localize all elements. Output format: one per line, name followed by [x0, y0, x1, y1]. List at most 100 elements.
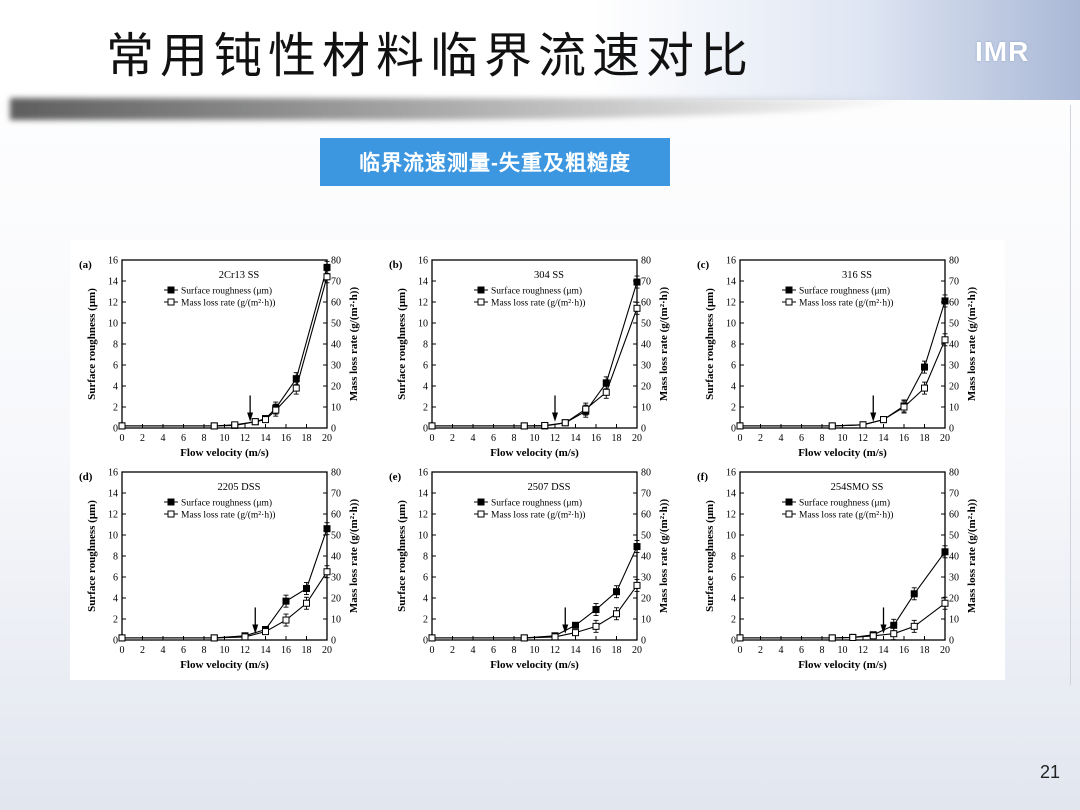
y2-tick-label: 50 [331, 531, 341, 542]
chart-panel-1: 0 2 4 6 8 10 12 14 16 18 2002468101214160102030405… [79, 256, 360, 460]
logo-text: IMR [975, 36, 1030, 67]
y2-tick-label: 20 [949, 594, 959, 605]
critical-velocity-arrowhead [247, 412, 254, 422]
y-tick-label: 14 [726, 489, 736, 500]
y-tick-label: 14 [108, 489, 118, 500]
y2-tick-label: 60 [331, 510, 341, 521]
y-tick-label: 14 [108, 277, 118, 288]
chart-grid-svg: 0 2 4 6 8 10 12 14 16 18 20 0 2 4 6 8 10 12 14 16 0 10 20 30 40 5… [79, 256, 978, 672]
mass-loss-point [428, 422, 436, 430]
y2-tick-label: 10 [641, 403, 651, 414]
x-tick-label: 20 [940, 645, 950, 656]
legend-marker [167, 286, 175, 294]
x-tick-label: 10 [220, 433, 230, 444]
y2-tick-label: 40 [641, 552, 651, 563]
roughness-point [910, 590, 918, 598]
plot-frame [121, 471, 328, 641]
y-tick-label: 16 [108, 468, 118, 479]
y-axis-label: Surface roughness (μm) [86, 288, 98, 400]
legend-label: Mass loss rate (g/(m²·h)) [491, 510, 585, 521]
x-tick-label: 12 [550, 645, 560, 656]
y-tick-label: 8 [731, 552, 736, 563]
roughness-point [282, 597, 290, 605]
roughness-series-line [740, 300, 946, 427]
page-number: 21 [1040, 762, 1061, 782]
y-tick-label: 12 [418, 298, 428, 309]
y-tick-label: 14 [726, 277, 736, 288]
y-tick-label: 12 [726, 510, 736, 521]
panel-label: (c) [697, 259, 710, 271]
y-tick-label: 10 [418, 319, 428, 330]
y2-tick-label: 40 [331, 340, 341, 351]
figure-panel-grid: 0 2 4 6 8 10 12 14 16 18 20 0 2 4 6 8 10 12 14 16 0 10 20 30 40 5… [70, 240, 1005, 680]
legend-label: Surface roughness (μm) [799, 286, 890, 297]
x-tick-label: 0 [430, 645, 435, 656]
legend-label: Surface roughness (μm) [181, 498, 272, 509]
x-tick-label: 18 [612, 645, 622, 656]
critical-velocity-arrowhead [562, 624, 569, 634]
roughness-point [941, 297, 949, 305]
y2-tick-label: 10 [949, 615, 959, 626]
x-tick-label: 10 [838, 645, 848, 656]
y2-tick-label: 20 [331, 382, 341, 393]
y2-tick-label: 0 [949, 424, 954, 435]
y2-tick-label: 30 [641, 573, 651, 584]
y2-tick-label: 60 [641, 510, 651, 521]
x-tick-label: 0 [120, 433, 125, 444]
y2-tick-label: 80 [331, 468, 341, 479]
y-tick-label: 8 [113, 552, 118, 563]
y-tick-label: 2 [113, 615, 118, 626]
y-axis-label: Surface roughness (μm) [704, 500, 716, 612]
y2-tick-label: 80 [331, 256, 341, 267]
y2-tick-label: 80 [949, 256, 959, 267]
y-tick-label: 4 [113, 594, 118, 605]
x-tick-label: 6 [799, 645, 804, 656]
plot-frame [121, 259, 328, 429]
x-tick-label: 14 [571, 433, 581, 444]
y-tick-label: 14 [418, 277, 428, 288]
mass-loss-point [428, 634, 436, 642]
x-tick-label: 16 [281, 433, 291, 444]
y-tick-label: 12 [726, 298, 736, 309]
y-tick-label: 0 [113, 424, 118, 435]
slide-header [0, 0, 1080, 100]
roughness-point [941, 548, 949, 556]
mass-loss-point [272, 406, 280, 414]
mass-loss-point [231, 421, 239, 429]
chart-title: 2Cr13 SS [219, 270, 260, 281]
y2-tick-label: 80 [641, 256, 651, 267]
mass-loss-point [323, 568, 331, 576]
chart-panel-3: 0 2 4 6 8 10 12 14 16 18 2002468101214160102030405… [697, 256, 978, 460]
roughness-series-line [432, 546, 638, 639]
y2-axis-label: Mass loss rate (g/(m²·h)) [966, 499, 978, 614]
mass-loss-point [736, 634, 744, 642]
y2-tick-label: 80 [949, 468, 959, 479]
mass-loss-point [890, 630, 898, 638]
mass-loss-point [582, 405, 590, 413]
y2-tick-label: 30 [331, 361, 341, 372]
legend-marker [477, 298, 485, 306]
y-axis-label: Surface roughness (μm) [704, 288, 716, 400]
y-tick-label: 4 [423, 382, 428, 393]
mass-loss-point [859, 421, 867, 429]
x-tick-label: 10 [530, 433, 540, 444]
x-axis-label: Flow velocity (m/s) [180, 447, 269, 459]
x-tick-label: 8 [202, 645, 207, 656]
x-tick-label: 18 [302, 645, 312, 656]
roughness-point [633, 543, 641, 551]
y-tick-label: 6 [731, 361, 736, 372]
roughness-point [323, 263, 331, 271]
legend-marker [477, 498, 485, 506]
y-tick-label: 2 [731, 615, 736, 626]
x-tick-label: 8 [512, 433, 517, 444]
legend-label: Surface roughness (μm) [799, 498, 890, 509]
x-tick-label: 12 [240, 645, 250, 656]
mass-loss-point [633, 581, 641, 589]
x-tick-label: 0 [120, 645, 125, 656]
y2-tick-label: 70 [641, 277, 651, 288]
y2-tick-label: 30 [331, 573, 341, 584]
legend-marker [785, 298, 793, 306]
x-tick-label: 14 [261, 433, 271, 444]
critical-velocity-arrowhead [252, 624, 259, 634]
roughness-point [602, 379, 610, 387]
